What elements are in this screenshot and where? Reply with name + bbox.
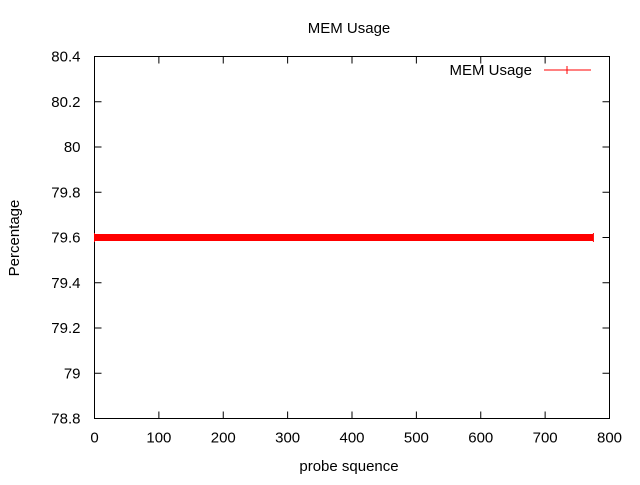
y-tick-label: 79 [64, 365, 81, 382]
x-tick-label: 600 [468, 430, 493, 447]
y-tick-label: 79.2 [51, 320, 80, 337]
x-tick-label: 500 [404, 430, 429, 447]
y-axis-label: Percentage [6, 200, 23, 277]
series-layer [94, 233, 594, 242]
x-axis-label: probe squence [299, 458, 398, 475]
y-tick-label: 80 [64, 139, 81, 156]
axis-ticks: 0 100 200 300 400 500 600 700 800 78.8 79 79.2 79.4 7… [51, 49, 622, 447]
legend-entry-marker [563, 66, 571, 74]
x-tick-label: 700 [533, 430, 558, 447]
legend-entry-label: MEM Usage [449, 62, 532, 79]
y-tick-label: 79.6 [51, 230, 80, 247]
y-tick-label: 78.8 [51, 411, 80, 428]
y-tick-label: 80.2 [51, 94, 80, 111]
y-tick-label: 79.8 [51, 184, 80, 201]
x-tick-label: 0 [90, 430, 98, 447]
x-tick-label: 100 [146, 430, 171, 447]
y-tick-label: 80.4 [51, 49, 80, 66]
x-tick-label: 400 [339, 430, 364, 447]
x-tick-label: 300 [275, 430, 300, 447]
x-tick-label: 800 [597, 430, 622, 447]
x-tick-label: 200 [211, 430, 236, 447]
legend: MEM Usage [449, 62, 591, 79]
y-tick-label: 79.4 [51, 275, 80, 292]
chart-title: MEM Usage [308, 20, 391, 37]
